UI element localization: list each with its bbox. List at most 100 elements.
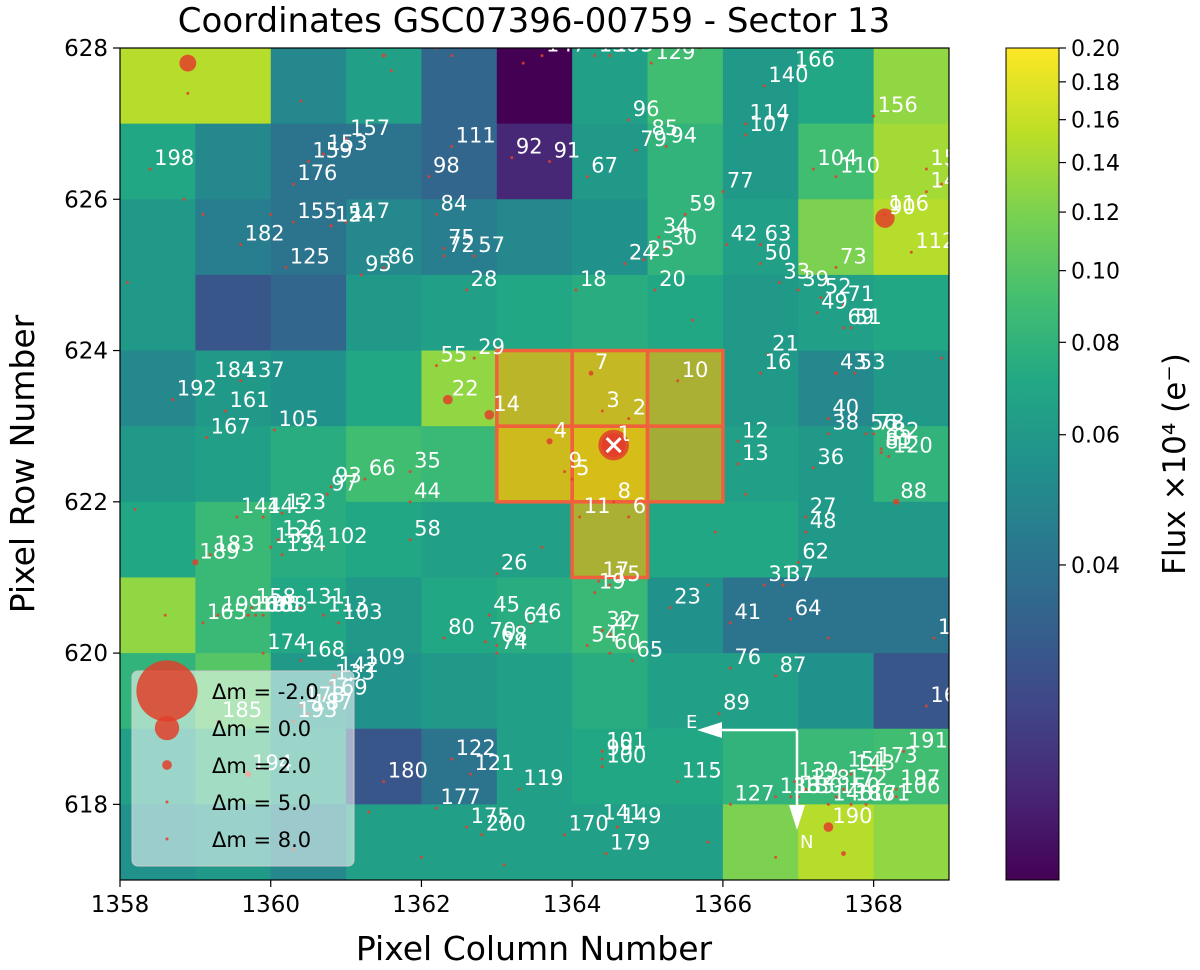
star-label: 158 (256, 585, 296, 609)
star-marker (284, 265, 288, 269)
star-marker (201, 212, 205, 216)
star-marker (484, 640, 488, 644)
star-label: 176 (297, 161, 337, 185)
star-label: 26 (501, 551, 528, 575)
star-label: 146 (832, 781, 872, 805)
star-label: 122 (456, 736, 496, 760)
star-marker (894, 787, 898, 791)
star-marker (630, 659, 634, 663)
star-label: 89 (723, 691, 750, 715)
star-label: 59 (689, 191, 716, 215)
star-marker (224, 409, 228, 413)
east-arrow-head (697, 722, 722, 738)
heatmap-cell (722, 426, 799, 503)
heatmap-cell (722, 350, 799, 427)
star-marker (321, 545, 325, 549)
heatmap-cell (195, 577, 272, 654)
star-label: 103 (343, 600, 383, 624)
star-marker (276, 538, 280, 542)
star-marker (299, 659, 303, 663)
compass-arrows: E N (686, 712, 813, 853)
y-tick-label: 628 (64, 36, 108, 62)
heatmap-cell (346, 728, 422, 805)
star-marker (179, 54, 197, 72)
star-marker (826, 636, 830, 640)
star-marker (872, 765, 876, 769)
heatmap-cell (421, 501, 498, 578)
star-marker (329, 485, 333, 489)
star-label: 97 (331, 471, 358, 495)
heatmap-cell (346, 123, 422, 200)
star-marker (502, 863, 506, 867)
star-label: 100 (606, 744, 646, 768)
star-marker (612, 500, 616, 504)
heatmap-cell (647, 577, 724, 654)
star-marker (574, 288, 578, 292)
star-label: 71 (847, 282, 874, 306)
star-label: 118 (938, 615, 978, 639)
star-marker (841, 787, 845, 791)
star-label: 15 (614, 562, 641, 586)
colorbar-ticks: 0.04 0.06 0.08 0.10 0.12 0.14 0.16 0.18 0.20 (1059, 37, 1120, 579)
heatmap-cell (346, 804, 422, 881)
star-label: 31 (768, 562, 795, 586)
heatmap-cell (195, 274, 272, 352)
star-marker (728, 666, 732, 670)
star-marker (627, 118, 631, 122)
y-tick-label: 624 (64, 339, 108, 365)
star-label: 73 (840, 244, 867, 268)
star-label: 196 (260, 592, 300, 616)
star-label: 62 (802, 539, 829, 563)
heatmap-cell (798, 123, 875, 200)
star-marker (597, 821, 601, 825)
star-label: 22 (452, 377, 479, 401)
star-marker (578, 515, 582, 519)
heatmap-cell (270, 350, 347, 427)
star-label: 147 (546, 33, 586, 57)
aperture-pixel (645, 424, 725, 504)
star-marker (442, 254, 446, 258)
star-label: 134 (286, 532, 326, 556)
star-label: 108 (252, 592, 292, 616)
star-marker (657, 235, 661, 239)
star-marker (893, 498, 900, 505)
star-marker (261, 651, 265, 655)
star-marker (269, 545, 273, 549)
star-marker (789, 617, 793, 621)
star-label: 37 (787, 562, 814, 586)
star-marker (529, 621, 533, 625)
heatmap-cell (346, 577, 422, 654)
y-axis-label: Pixel Row Number (3, 314, 42, 613)
star-label: 199 (222, 592, 262, 616)
star-label: 182 (245, 222, 285, 246)
star-label: 157 (350, 116, 390, 140)
legend-label: Δm = -2.0 (212, 680, 319, 704)
star-marker (472, 356, 476, 360)
star-label: 67 (591, 154, 618, 178)
y-tick-label: 618 (64, 792, 108, 818)
star-marker (728, 621, 732, 625)
star-label: 161 (230, 388, 270, 412)
star-marker (389, 69, 393, 73)
star-label: 46 (535, 600, 562, 624)
star-marker (879, 451, 883, 455)
star-label: 61 (523, 604, 550, 628)
star-label: 20 (659, 267, 686, 291)
star-label: 77 (727, 169, 754, 193)
star-marker (344, 137, 348, 141)
star-label: 120 (893, 433, 933, 457)
star-marker (435, 212, 439, 216)
star-label: 167 (211, 415, 251, 439)
heatmap-cell (496, 48, 573, 125)
star-label: 148 (930, 169, 970, 193)
star-label: 112 (915, 229, 955, 253)
star-marker (608, 583, 612, 587)
star-marker (744, 492, 748, 496)
star-marker (450, 54, 454, 58)
star-marker (864, 802, 868, 806)
star-label: 51 (855, 305, 882, 329)
star-marker (517, 625, 521, 629)
heatmap-cell (572, 804, 649, 881)
star-label: 177 (441, 785, 481, 809)
star-marker (909, 250, 913, 254)
